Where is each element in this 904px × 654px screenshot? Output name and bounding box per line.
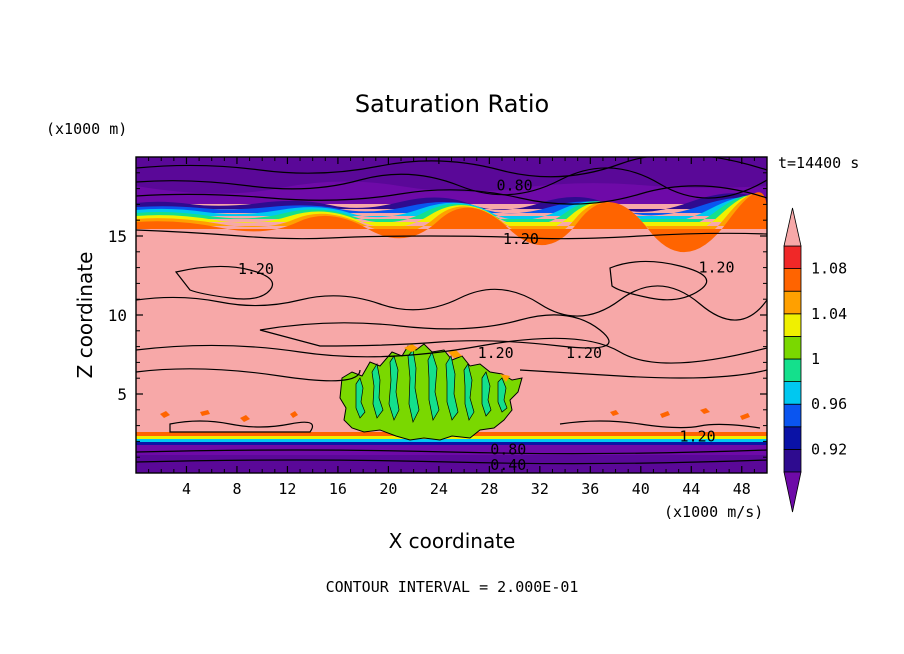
colorbar-swatch xyxy=(783,403,802,428)
x-tick-label: 20 xyxy=(379,480,397,498)
low-level-fragments xyxy=(160,408,750,422)
x-tick-label: 40 xyxy=(632,480,650,498)
colorbar-swatch xyxy=(783,245,802,270)
colorbar-swatch xyxy=(783,290,802,315)
boundary-band-cyan xyxy=(136,439,767,442)
contour-label: 1.20 xyxy=(503,230,539,248)
x-tick-label: 28 xyxy=(480,480,498,498)
x-tick-label: 44 xyxy=(682,480,700,498)
contour-lines xyxy=(136,157,767,465)
time-label: t=14400 s xyxy=(778,154,859,172)
contour-label: 1.20 xyxy=(238,260,274,278)
y-axis-label: Z coordinate xyxy=(73,252,97,379)
colorbar-swatch xyxy=(783,426,802,450)
contour-label: 0.80 xyxy=(490,440,526,458)
colorbar-swatch xyxy=(783,448,802,473)
contour-label: 1.20 xyxy=(698,259,734,277)
contour-label: 0.80 xyxy=(497,176,533,194)
colorbar-swatch xyxy=(783,268,802,292)
cloud-moist-streaks xyxy=(355,349,508,424)
x-tick-label: 24 xyxy=(430,480,448,498)
colorbar-tick-label: 1.08 xyxy=(811,260,847,278)
contour-label: 1.20 xyxy=(680,428,716,446)
chart-title: Saturation Ratio xyxy=(355,90,549,118)
contour-label: 0.40 xyxy=(490,456,526,474)
contour-label: 1.20 xyxy=(566,344,602,362)
colorbar-swatch xyxy=(783,358,802,383)
x-tick-label: 4 xyxy=(182,480,191,498)
colorbar-tick-label: 1.04 xyxy=(811,305,847,323)
boundary-band-blue xyxy=(136,442,767,445)
boundary-band-yellow xyxy=(136,436,767,439)
colorbar-tick-label: 0.92 xyxy=(811,440,847,458)
field-layer xyxy=(136,157,767,473)
contour-label: 1.20 xyxy=(478,344,514,362)
cloud-edge-orange xyxy=(404,344,510,382)
x-axis: 4 8 12 16 20 24 28 32 36 40 44 48 xyxy=(148,157,755,498)
x-tick-label: 36 xyxy=(581,480,599,498)
colorbar-tick-label: 1 xyxy=(811,350,820,368)
colorbar: 0.92 0.96 1 1.04 1.08 xyxy=(783,207,847,513)
colorbar-swatch xyxy=(783,381,802,405)
colorbar-under-triangle xyxy=(783,471,802,513)
x-unit-label: (x1000 m/s) xyxy=(664,503,763,521)
contour-labels: 0.801.201.20 1.201.20 1.201.200.800.40 xyxy=(238,176,735,474)
colorbar-tick-label: 0.96 xyxy=(811,395,847,413)
y-tick-label: 5 xyxy=(117,385,127,404)
colorbar-over-triangle xyxy=(783,207,802,247)
colorbar-swatch xyxy=(783,313,802,337)
x-axis-label: X coordinate xyxy=(389,529,516,553)
x-tick-label: 8 xyxy=(232,480,241,498)
x-tick-label: 48 xyxy=(733,480,751,498)
y-tick-label: 10 xyxy=(108,306,127,325)
y-unit-label: (x1000 m) xyxy=(46,120,127,138)
y-tick-label: 15 xyxy=(108,227,127,246)
upper-dry-core xyxy=(136,157,767,194)
y-axis: 5 10 15 xyxy=(108,172,767,458)
colorbar-swatch xyxy=(783,335,802,360)
footer-contour-interval: CONTOUR INTERVAL = 2.000E-01 xyxy=(326,578,579,596)
tropopause-band-red xyxy=(136,192,767,253)
x-tick-label: 12 xyxy=(278,480,296,498)
x-tick-label: 16 xyxy=(329,480,347,498)
x-tick-label: 32 xyxy=(531,480,549,498)
